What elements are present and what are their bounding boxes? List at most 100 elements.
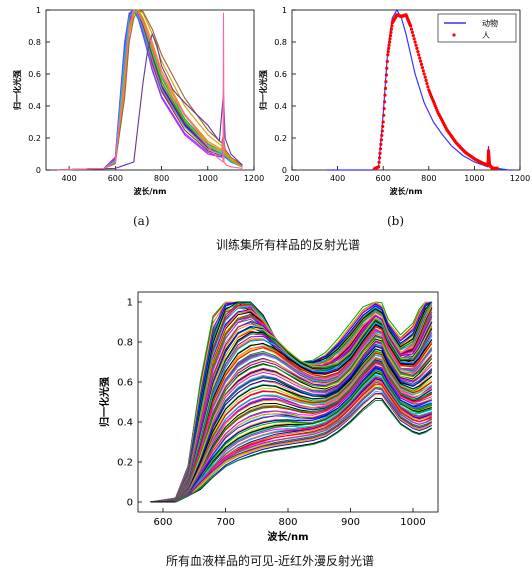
series-line — [150, 375, 432, 503]
series-line — [150, 363, 432, 503]
series-point — [412, 37, 416, 41]
series-point — [379, 142, 383, 146]
plot-frame — [291, 9, 521, 171]
x-tick-label: 400 — [330, 174, 345, 183]
series-line — [150, 319, 433, 503]
series-point — [426, 85, 430, 89]
x-tick-label: 1200 — [510, 174, 530, 183]
series-line — [150, 333, 433, 503]
series-line — [150, 352, 433, 503]
series-point — [421, 69, 425, 73]
series-point — [410, 30, 414, 34]
x-tick-label: 1200 — [244, 174, 264, 183]
series-line — [150, 336, 433, 503]
series-point — [379, 138, 383, 142]
series-point — [383, 86, 388, 90]
series-line — [150, 360, 433, 503]
series-point — [418, 56, 422, 60]
series-point — [386, 50, 390, 54]
series-line — [57, 9, 243, 171]
y-tick-label: 0.6 — [28, 70, 41, 79]
series-line — [57, 9, 243, 171]
x-tick-label: 200 — [284, 174, 299, 183]
y-tick-label: 0.8 — [117, 338, 133, 349]
series-line — [57, 9, 243, 171]
series-line — [150, 372, 432, 503]
y-tick-label: 0.4 — [274, 102, 287, 111]
y-tick-label: 0 — [127, 498, 133, 509]
y-axis-label: 归一化光强 — [98, 377, 111, 427]
series-point — [420, 66, 424, 70]
series-line — [57, 9, 243, 171]
top-figure: 400 600 800 1000 120000.20.40.60.81波长/nm归一化光… — [12, 6, 530, 196]
series-line — [57, 9, 243, 171]
series-point — [416, 50, 420, 54]
series-line — [150, 365, 432, 503]
legend-label: 动物 — [482, 18, 498, 28]
series-line — [57, 9, 243, 171]
series-point — [382, 113, 386, 117]
y-tick-label: 0.8 — [28, 38, 41, 47]
series-point — [383, 100, 387, 104]
y-tick-label: 0.6 — [274, 70, 287, 79]
series-line — [150, 317, 433, 503]
series-point — [384, 80, 388, 84]
x-axis-label: 波长/nm — [267, 530, 308, 543]
series-point — [413, 40, 417, 44]
legend: 动物人 — [437, 13, 517, 43]
x-tick-label: 800 — [278, 517, 297, 528]
x-tick-label: 1000 — [464, 174, 484, 183]
series-line — [150, 301, 432, 503]
y-axis-label: 归一化光强 — [258, 70, 268, 110]
y-tick-label: 0 — [282, 166, 287, 175]
series-line — [150, 387, 433, 503]
top-figure-caption: 训练集所有样品的反射光谱 — [216, 238, 361, 252]
y-tick-label: 0.2 — [274, 134, 287, 143]
legend-marker — [452, 33, 456, 37]
series-point — [388, 37, 392, 41]
series-point — [425, 82, 429, 86]
x-axis-label: 波长/nm — [390, 186, 423, 196]
series-line — [150, 354, 433, 503]
series-point — [388, 34, 393, 38]
y-tick-label: 0.2 — [28, 134, 41, 143]
series-line — [150, 324, 433, 503]
series-line — [57, 9, 243, 171]
series-line — [150, 400, 433, 503]
series-point — [411, 34, 415, 38]
series-point — [382, 107, 386, 111]
series-line — [57, 9, 243, 171]
y-tick-label: 0.6 — [117, 378, 133, 389]
y-tick-label: 0.2 — [117, 458, 133, 469]
series-point — [381, 120, 385, 124]
x-tick-label: 900 — [341, 517, 360, 528]
series-line — [150, 339, 433, 503]
series-line — [150, 368, 432, 503]
series-point — [385, 59, 389, 64]
chart-a: 400 600 800 1000 1200 0 0.2 0.4 0.6 0.8 1 波长/nm 归一化光… — [12, 6, 264, 196]
series-point — [381, 124, 385, 129]
chart-b: 200 400 600 800 1000 1200 0 0.2 0.4 0.6 0.8 1 波长/nm 归… — [258, 6, 530, 196]
series-line — [57, 9, 243, 171]
series-line — [150, 393, 433, 503]
series-point — [389, 27, 393, 31]
series-line — [150, 326, 433, 503]
series-point — [387, 43, 391, 47]
series-point — [380, 133, 384, 137]
y-tick-label: 0.8 — [274, 38, 287, 47]
series-point — [390, 24, 394, 28]
series-point — [424, 78, 428, 82]
series-line — [150, 348, 433, 503]
series-point — [409, 24, 413, 28]
x-tick-label: 700 — [216, 517, 235, 528]
x-tick-label: 1000 — [400, 517, 425, 528]
series-point — [386, 53, 390, 57]
series-point — [415, 46, 419, 51]
series-line — [57, 9, 243, 171]
y-tick-label: 1 — [282, 6, 287, 15]
series-point — [387, 46, 391, 51]
series-line — [150, 301, 433, 503]
series-point — [419, 62, 424, 66]
series-line — [150, 329, 433, 503]
series-line — [150, 302, 433, 503]
